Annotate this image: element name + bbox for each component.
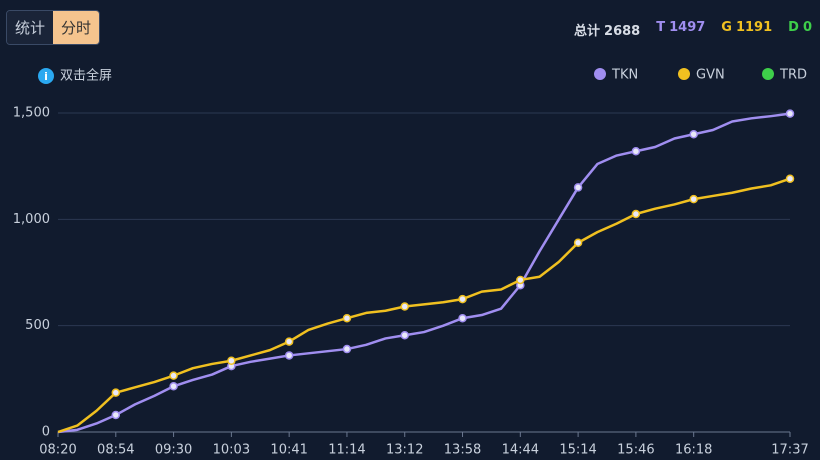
point-marker xyxy=(284,351,294,360)
y-tick-label: 1,000 xyxy=(13,212,50,227)
point-marker xyxy=(111,410,121,420)
point-marker xyxy=(458,313,467,323)
summary-value: 1497 xyxy=(669,20,706,35)
summary-label: G xyxy=(721,20,732,35)
toggle-button[interactable]: 统计 xyxy=(7,11,54,44)
summary-item: G 1191 xyxy=(721,20,772,39)
x-tick-label: 09:30 xyxy=(155,443,192,458)
point-marker xyxy=(284,337,294,346)
info-icon[interactable] xyxy=(38,68,54,84)
point-marker xyxy=(689,130,698,139)
legend-marker xyxy=(762,68,774,80)
line-series xyxy=(57,112,791,434)
x-tick-label: 13:12 xyxy=(386,443,423,458)
summary: 总计 2688 T 1497 G 1191 D 0 xyxy=(574,20,812,39)
point-marker xyxy=(400,330,409,340)
x-tick-label: 14:44 xyxy=(502,443,539,458)
summary-value: 2688 xyxy=(604,24,641,39)
point-marker xyxy=(169,371,178,380)
point-marker xyxy=(400,302,409,311)
x-tick-label: 08:20 xyxy=(39,443,76,458)
x-tick-label: 10:03 xyxy=(213,443,250,458)
point-marker xyxy=(631,147,641,156)
legend-label: TRD xyxy=(779,68,807,83)
summary-label: 总计 xyxy=(574,24,601,39)
point-marker xyxy=(516,275,525,285)
point-marker xyxy=(458,294,467,304)
summary-value: 0 xyxy=(802,20,812,35)
point-marker xyxy=(169,382,178,391)
y-tick-label: 500 xyxy=(25,318,50,333)
view-toggle: 统计 分时 xyxy=(6,10,101,45)
summary-label: D xyxy=(788,20,799,35)
summary-item: T 1497 xyxy=(656,20,705,39)
legend-marker xyxy=(678,68,690,80)
point-marker xyxy=(111,388,121,397)
point-marker xyxy=(342,313,352,323)
summary-label: T xyxy=(656,20,666,35)
x-tick-label: 08:54 xyxy=(97,443,134,458)
x-tick-label: 11:14 xyxy=(328,443,365,458)
legend-label: TKN xyxy=(611,68,638,83)
point-marker xyxy=(342,344,352,354)
toggle-button[interactable]: 分时 xyxy=(53,11,100,44)
point-marker xyxy=(227,356,236,366)
point-marker xyxy=(785,174,795,183)
point-marker xyxy=(785,109,795,118)
summary-value: 1191 xyxy=(735,20,773,35)
x-tick-label: 17:37 xyxy=(771,443,808,458)
info-icon-glyph: i xyxy=(44,70,48,83)
summary-item: 总计 2688 xyxy=(574,20,640,39)
y-tick-label: 1,500 xyxy=(13,106,50,121)
y-tick-label: 0 xyxy=(42,425,50,440)
x-tick-label: 10:41 xyxy=(270,443,307,458)
legend-label: GVN xyxy=(696,68,725,83)
x-tick-label: 16:18 xyxy=(675,443,712,458)
hint[interactable]: 双击全屏 xyxy=(60,68,112,84)
line-series xyxy=(57,177,791,434)
point-marker xyxy=(573,183,583,192)
legend-marker xyxy=(594,68,606,80)
point-marker xyxy=(631,209,641,219)
x-tick-label: 15:46 xyxy=(617,443,654,458)
x-tick-label: 15:14 xyxy=(559,443,596,458)
point-marker xyxy=(689,194,698,204)
x-tick-label: 13:58 xyxy=(444,443,481,458)
point-marker xyxy=(573,238,583,247)
